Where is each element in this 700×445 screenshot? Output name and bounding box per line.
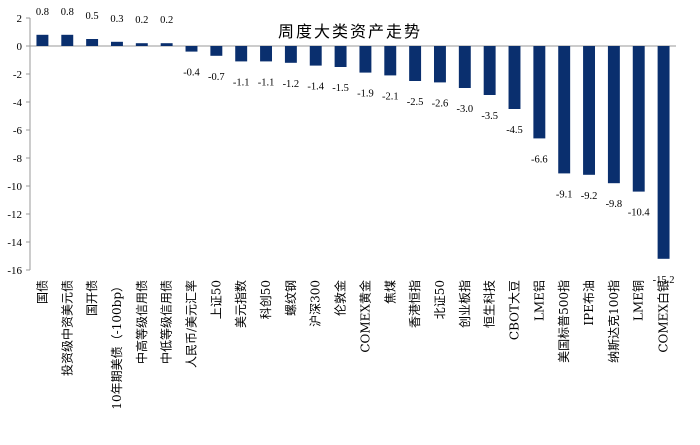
category-label: 国债 [35,280,49,304]
bar [334,46,347,67]
data-label: -1.1 [233,77,250,88]
category-label: 恒生科技 [483,280,497,328]
bar [36,34,49,46]
data-label: 0.2 [160,15,173,26]
bar [185,46,198,52]
bar [583,46,596,175]
y-axis: 2 0 -2 -4 -6 -8 -10 -12 -14 -16 [7,13,676,277]
y-tick-label: -4 [13,97,23,109]
bar [483,46,496,95]
data-label: -10.4 [628,208,651,219]
bar [458,46,471,88]
bar [384,46,397,76]
bar [210,46,223,56]
data-label: -2.1 [382,91,399,102]
bar [110,41,123,46]
category-label: 人民币/美元汇率 [184,280,199,368]
category-label: IPE布油 [582,280,596,326]
y-tick-label: 2 [17,13,23,25]
bar [632,46,645,192]
bar [309,46,322,66]
data-label: 0.2 [135,15,148,26]
category-label: 沪深300 [309,280,323,327]
bar [409,46,422,81]
category-label: LME铜 [631,280,646,321]
bar [135,43,148,46]
data-label: -6.6 [531,154,548,165]
bar [260,46,273,62]
bar [235,46,248,62]
category-label: 焦煤 [383,280,397,304]
bar [607,46,620,184]
category-label: 香港恒指 [407,280,422,328]
bar [433,46,446,83]
data-labels: 0.8 0.8 0.5 0.3 0.2 0.2 -0.4 -0.7 -1.1 -1.1 -1.2 -1… [36,7,675,286]
bar [657,46,670,259]
category-label: 美元指数 [233,280,248,328]
data-label: -4.5 [506,125,523,136]
bar [508,46,521,109]
data-label: -0.7 [208,72,225,83]
y-tick-label: -6 [13,125,23,137]
bar [61,34,74,46]
bar [284,46,297,63]
chart-title: 周度大类资产走势 [278,22,422,41]
data-label: -3.5 [481,111,498,122]
category-labels: 国债 投资级中资美元债 国开债 10年期美债（-100bp） 中高等级信用债 中低等级信用… [35,280,670,410]
y-tick-label: -10 [7,181,22,193]
data-label: -9.2 [581,191,598,202]
data-label: -15.2 [653,275,675,286]
category-label: 科创50 [259,280,273,319]
data-label: 0.5 [86,11,99,22]
data-label: -2.5 [407,97,424,108]
bar [160,43,173,46]
bar [359,46,372,73]
data-label: -9.1 [556,189,573,200]
category-label: 中低等级信用债 [159,280,174,364]
data-label: -9.8 [606,199,623,210]
data-label: -1.9 [357,89,374,100]
category-label: LME铝 [531,280,546,321]
category-label: CBOT大豆 [508,280,522,340]
bar [558,46,571,174]
data-label: 0.8 [61,7,74,18]
data-label: -2.6 [432,98,449,109]
y-tick-label: -8 [13,153,23,165]
bars [36,34,670,259]
category-label: COMEX白银 [656,280,671,353]
data-label: -0.4 [183,68,200,79]
data-label: -1.1 [258,77,275,88]
y-tick-label: -14 [7,237,22,249]
category-label: 上证50 [209,280,223,319]
category-label: 北证50 [433,280,447,319]
bar [86,39,99,46]
category-label: 伦敦金 [333,280,348,316]
data-label: -3.0 [456,104,473,115]
category-label: 中高等级信用债 [134,280,149,364]
category-label: 美国标普500指 [556,280,571,363]
y-tick-label: -16 [7,265,22,277]
category-label: 创业板指 [457,280,472,328]
y-tick-label: -2 [13,69,22,81]
data-label: 0.8 [36,7,49,18]
data-label: -1.5 [332,83,349,94]
y-tick-label: 0 [17,41,23,53]
data-label: -1.2 [283,79,300,90]
category-label: 10年期美债（-100bp） [110,280,124,410]
bar [533,46,546,139]
data-label: 0.3 [110,14,123,25]
data-label: -1.4 [307,82,324,93]
category-label: COMEX黄金 [357,280,372,353]
y-tick-label: -12 [7,209,22,221]
category-label: 纳斯达克100指 [606,280,621,363]
category-label: 螺纹钢 [284,280,298,316]
category-label: 国开债 [85,280,99,316]
category-label: 投资级中资美元债 [59,280,74,376]
